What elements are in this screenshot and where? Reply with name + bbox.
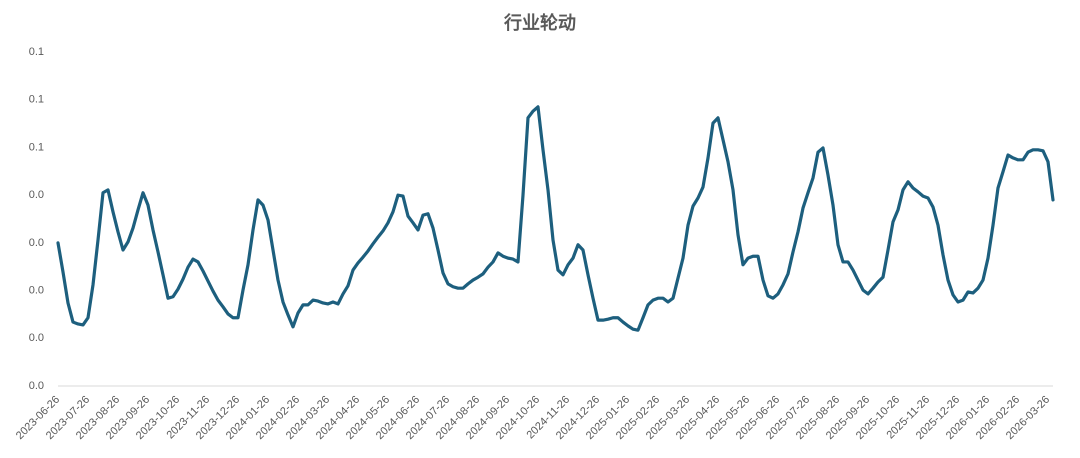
y-tick-label: 0.0 (29, 380, 44, 392)
y-tick-label: 0.1 (29, 141, 44, 153)
y-tick-label: 0.0 (29, 284, 44, 296)
y-tick-label: 0.0 (29, 332, 44, 344)
y-tick-label: 0.1 (29, 94, 44, 106)
y-tick-label: 0.0 (29, 189, 44, 201)
y-tick-label: 0.1 (29, 46, 44, 58)
chart-title: 行业轮动 (503, 12, 576, 33)
y-tick-label: 0.0 (29, 237, 44, 249)
line-series (56, 105, 1055, 332)
